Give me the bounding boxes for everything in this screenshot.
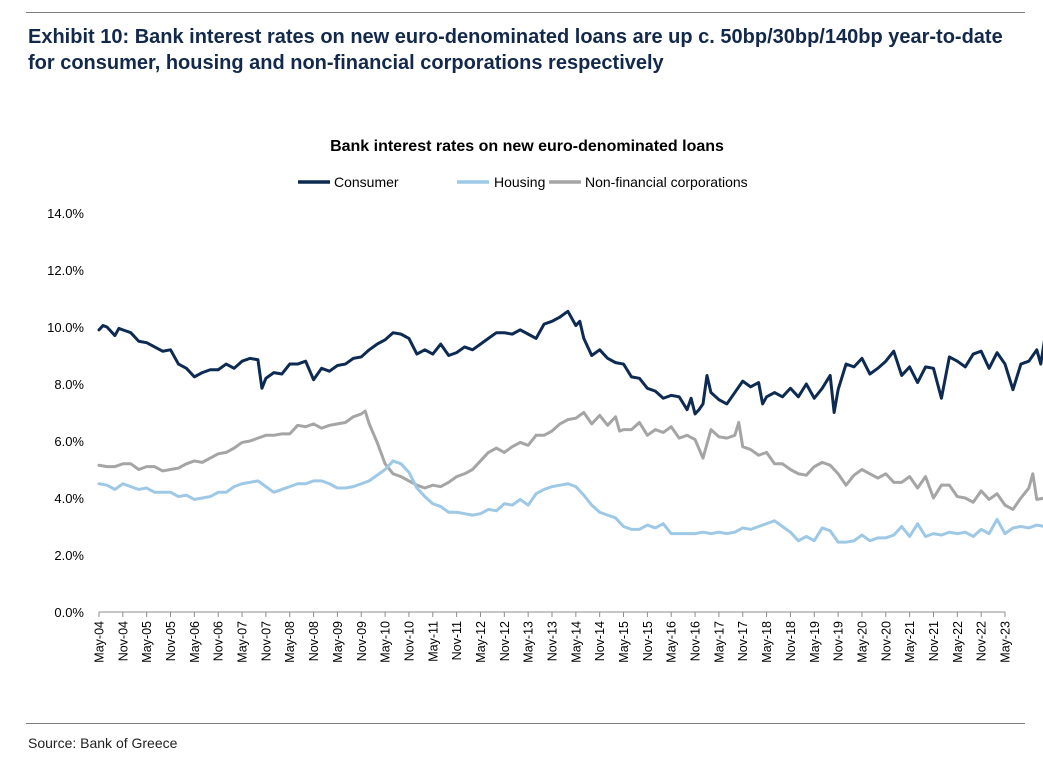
x-tick-label: Nov-18: [784, 621, 798, 661]
x-tick-label: May-09: [331, 621, 345, 663]
x-tick-label: May-21: [903, 621, 917, 663]
x-tick-label: Nov-10: [402, 621, 416, 661]
y-tick-label: 10.0%: [47, 320, 84, 335]
x-tick-label: May-13: [522, 621, 536, 663]
y-axis: 0.0% 2.0% 4.0% 6.0% 8.0% 10.0% 12.0% 14.0%: [47, 206, 84, 620]
x-tick-label: May-20: [855, 621, 869, 663]
x-tick-label: Nov-06: [212, 621, 226, 661]
x-tick-label: May-06: [188, 621, 202, 663]
x-tick-label: May-18: [760, 621, 774, 663]
x-tick-label: May-07: [236, 621, 250, 663]
x-tick-label: Nov-04: [116, 621, 130, 661]
y-tick-label: 6.0%: [54, 434, 84, 449]
y-tick-label: 2.0%: [54, 548, 84, 563]
x-tick-label: Nov-07: [259, 621, 273, 661]
x-tick-label: May-11: [426, 621, 440, 662]
x-tick-label: May-04: [93, 621, 107, 663]
x-tick-label: Nov-15: [641, 621, 655, 661]
series-line-consumer: [97, 309, 1043, 416]
x-tick-label: May-08: [283, 621, 297, 663]
x-tick-label: May-05: [140, 621, 154, 663]
x-tick-label: Nov-08: [307, 621, 321, 661]
x-tick-label: May-12: [474, 621, 488, 663]
legend-label: Housing: [494, 174, 545, 190]
y-tick-label: 0.0%: [54, 605, 84, 620]
series-line-non-financial-corporations: [97, 409, 1043, 511]
y-tick-label: 12.0%: [47, 263, 84, 278]
x-tick-label: May-14: [569, 621, 583, 663]
x-tick-label: May-16: [665, 621, 679, 663]
x-tick-label: Nov-13: [546, 621, 560, 661]
x-tick-label: Nov-20: [879, 621, 893, 661]
x-tick-label: May-22: [951, 621, 965, 663]
x-tick-label: Nov-19: [832, 621, 846, 661]
x-tick-label: Nov-09: [355, 621, 369, 661]
x-tick-label: May-19: [808, 621, 822, 663]
x-tick-label: Nov-12: [498, 621, 512, 661]
chart-title: Bank interest rates on new euro-denomina…: [330, 138, 724, 155]
x-tick-label: May-23: [999, 621, 1013, 663]
series-layer: [97, 309, 1043, 544]
x-axis: May-04 Nov-04 May-05 Nov-05 May-06 Nov-06 May-…: [93, 611, 1013, 663]
x-tick-label: Nov-14: [593, 621, 607, 661]
legend-label: Consumer: [334, 174, 399, 190]
x-tick-label: Nov-11: [450, 621, 464, 660]
x-tick-label: Nov-16: [689, 621, 703, 661]
chart-legend: Consumer Housing Non-financial corporation…: [298, 174, 748, 190]
x-tick-label: May-10: [379, 621, 393, 663]
x-tick-label: May-15: [617, 621, 631, 663]
source-note: Source: Bank of Greece: [28, 735, 178, 751]
series-line-housing: [97, 459, 1043, 544]
y-tick-label: 8.0%: [54, 377, 84, 392]
y-tick-label: 14.0%: [47, 206, 84, 221]
x-tick-label: May-17: [712, 621, 726, 663]
exhibit-title: Exhibit 10: Bank interest rates on new e…: [28, 26, 1003, 74]
x-tick-label: Nov-22: [975, 621, 989, 661]
x-tick-label: Nov-17: [736, 621, 750, 661]
x-tick-label: Nov-05: [164, 621, 178, 661]
x-tick-label: Nov-21: [927, 621, 941, 661]
legend-label: Non-financial corporations: [585, 174, 748, 190]
bottom-rule: [26, 723, 1025, 724]
y-tick-label: 4.0%: [54, 491, 84, 506]
top-rule: [26, 12, 1025, 13]
